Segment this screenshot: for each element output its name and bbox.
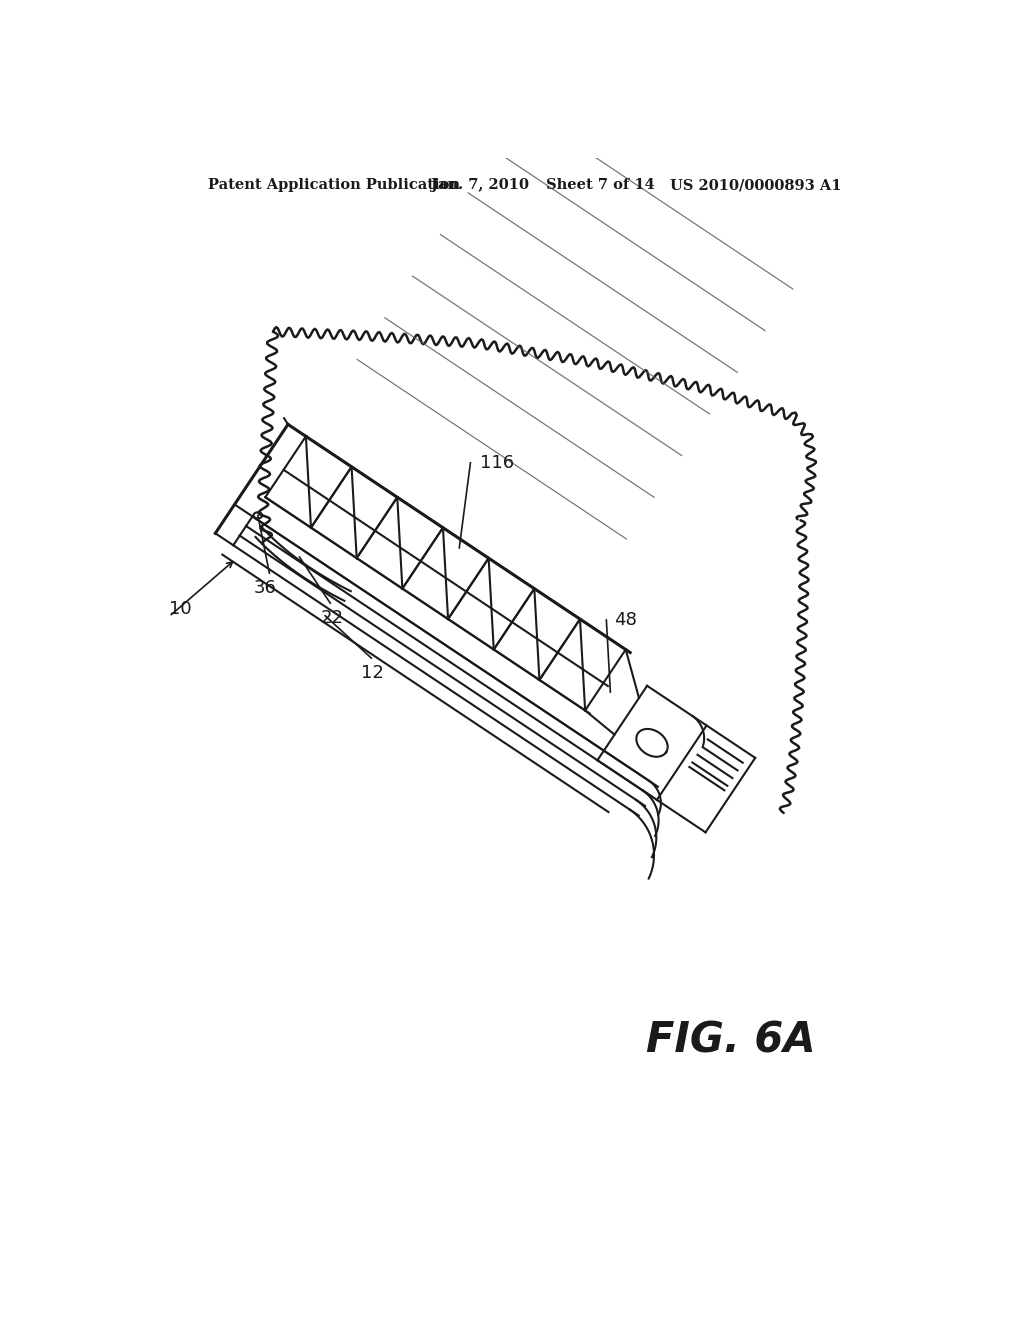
Text: 10: 10 xyxy=(169,599,191,618)
Text: Jan. 7, 2010: Jan. 7, 2010 xyxy=(431,178,528,193)
Text: 36: 36 xyxy=(254,579,276,597)
Text: Patent Application Publication: Patent Application Publication xyxy=(208,178,460,193)
Text: 48: 48 xyxy=(614,611,637,630)
Text: Sheet 7 of 14: Sheet 7 of 14 xyxy=(547,178,655,193)
Text: 22: 22 xyxy=(321,610,343,627)
Text: US 2010/0000893 A1: US 2010/0000893 A1 xyxy=(670,178,841,193)
Text: 116: 116 xyxy=(479,454,514,471)
Text: 12: 12 xyxy=(361,664,384,682)
Text: FIG. 6A: FIG. 6A xyxy=(646,1019,816,1061)
